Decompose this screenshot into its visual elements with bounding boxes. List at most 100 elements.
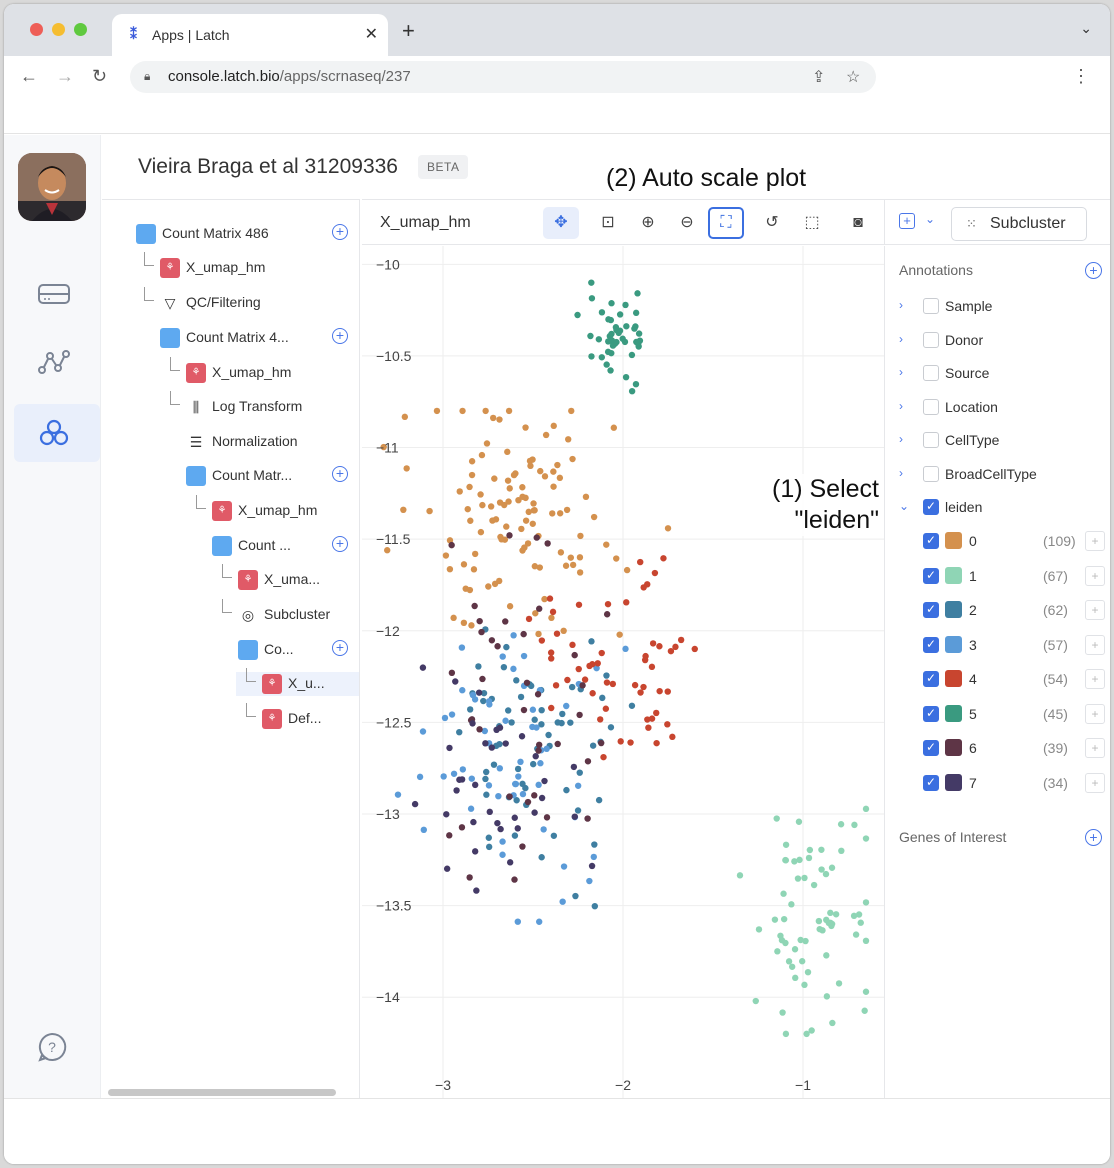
data-point[interactable] [519,484,526,491]
data-point[interactable] [803,1030,810,1038]
cluster-options-icon[interactable]: + [1085,703,1105,724]
data-point[interactable] [603,611,611,618]
data-point[interactable] [499,838,506,845]
bookmark-star-icon[interactable]: ☆ [846,69,861,86]
data-point[interactable] [545,731,552,739]
data-point[interactable] [607,724,615,731]
data-point[interactable] [548,614,555,622]
data-point[interactable] [514,825,521,832]
data-point[interactable] [818,846,825,853]
data-point[interactable] [861,1007,868,1014]
data-point[interactable] [850,912,858,920]
data-point[interactable] [506,859,514,866]
data-point[interactable] [494,643,501,650]
data-point[interactable] [594,660,601,667]
field-checkbox[interactable]: ✓ [923,499,939,515]
cluster-checkbox[interactable]: ✓ [923,705,939,722]
chevron-right-icon[interactable]: › [899,331,903,346]
chevron-down-icon[interactable]: ⌄ [925,212,936,226]
data-point[interactable] [384,547,391,554]
data-point[interactable] [470,818,477,826]
data-point[interactable] [464,505,471,513]
data-point[interactable] [792,974,799,982]
data-point[interactable] [632,380,640,388]
data-point[interactable] [801,981,808,989]
annotation-field[interactable]: › Donor [899,329,1099,353]
pan-icon[interactable]: ✥ [543,207,579,239]
cluster-color-swatch[interactable] [945,773,962,791]
zoom-out-icon[interactable]: ⊖ [680,214,694,231]
data-point[interactable] [752,997,759,1005]
cluster-checkbox[interactable]: ✓ [923,740,939,756]
data-point[interactable] [755,926,763,933]
field-checkbox[interactable] [923,432,939,448]
data-point[interactable] [565,436,572,443]
data-point[interactable] [851,821,858,829]
data-point[interactable] [623,599,630,606]
data-point[interactable] [636,337,644,344]
data-point[interactable] [590,513,598,521]
data-point[interactable] [471,602,478,610]
data-point[interactable] [517,758,524,766]
data-point[interactable] [500,663,508,671]
cluster-color-swatch[interactable] [945,704,962,722]
data-point[interactable] [499,653,506,660]
data-point[interactable] [446,565,454,573]
data-point[interactable] [475,663,482,670]
data-point[interactable] [591,902,599,910]
data-point[interactable] [541,473,549,480]
minimize-window-button[interactable] [52,23,65,36]
zoom-box-icon[interactable]: ⊡ [601,214,615,231]
data-point[interactable] [609,680,617,688]
cluster-color-swatch[interactable] [945,601,962,618]
data-point[interactable] [475,689,483,696]
data-point[interactable] [490,761,498,768]
data-point[interactable] [603,679,611,686]
data-point[interactable] [862,899,870,906]
data-point[interactable] [550,832,558,839]
data-point[interactable] [619,335,626,342]
maximize-window-button[interactable] [74,23,87,36]
data-point[interactable] [506,793,513,800]
add-step-icon[interactable]: + [332,328,348,344]
data-point[interactable] [536,564,543,571]
tree-node[interactable]: Count Matr... + [102,464,359,488]
data-point[interactable] [598,354,606,361]
data-point[interactable] [468,471,476,479]
data-point[interactable] [664,688,671,695]
data-point[interactable] [649,640,657,647]
data-point[interactable] [581,676,589,683]
data-point[interactable] [488,744,496,751]
data-point[interactable] [669,733,676,741]
data-point[interactable] [491,475,498,482]
scatter-plot[interactable]: −10 −10.5 −11 −11.5 −12 −12.5 −13 −13.5 −14 −3 −2 −… [362,246,884,1098]
data-point[interactable] [553,630,561,637]
data-point[interactable] [496,499,504,506]
data-point[interactable] [653,739,660,747]
data-point[interactable] [562,562,570,569]
data-point[interactable] [691,645,698,653]
data-point[interactable] [623,566,631,574]
data-point[interactable] [502,618,509,625]
data-point[interactable] [815,917,823,925]
data-point[interactable] [632,309,640,317]
data-point[interactable] [862,835,870,842]
data-point[interactable] [828,920,836,928]
data-point[interactable] [575,601,583,608]
data-point[interactable] [480,697,487,705]
data-point[interactable] [525,615,533,623]
data-point[interactable] [622,301,629,309]
lasso-icon[interactable]: ↺ [765,214,779,231]
annotation-field[interactable]: › CellType [899,429,1099,453]
data-point[interactable] [478,451,486,459]
data-point[interactable] [442,552,450,559]
data-point[interactable] [504,477,512,484]
data-point[interactable] [571,813,578,820]
data-point[interactable] [529,520,536,527]
data-point[interactable] [774,948,781,955]
umap-plot[interactable]: −10 −10.5 −11 −11.5 −12 −12.5 −13 −13.5 −14 −3 −2 −… [362,246,884,1098]
data-point[interactable] [532,753,539,760]
data-point[interactable] [520,652,528,660]
data-point[interactable] [568,407,575,415]
data-point[interactable] [862,805,870,813]
